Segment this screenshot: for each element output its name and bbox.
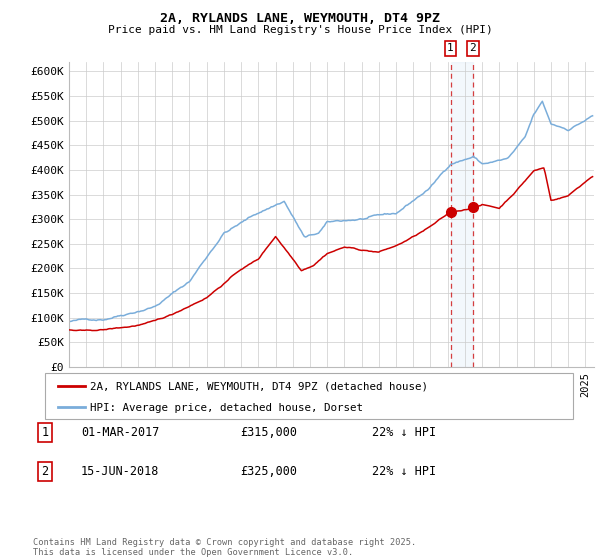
Text: 2A, RYLANDS LANE, WEYMOUTH, DT4 9PZ (detached house): 2A, RYLANDS LANE, WEYMOUTH, DT4 9PZ (det… [90,382,428,392]
Text: Price paid vs. HM Land Registry's House Price Index (HPI): Price paid vs. HM Land Registry's House … [107,25,493,35]
Text: Contains HM Land Registry data © Crown copyright and database right 2025.
This d: Contains HM Land Registry data © Crown c… [33,538,416,557]
Text: 01-MAR-2017: 01-MAR-2017 [81,426,160,439]
Text: 1: 1 [447,43,454,53]
Text: £325,000: £325,000 [240,465,297,478]
Text: 15-JUN-2018: 15-JUN-2018 [81,465,160,478]
Text: 2A, RYLANDS LANE, WEYMOUTH, DT4 9PZ: 2A, RYLANDS LANE, WEYMOUTH, DT4 9PZ [160,12,440,25]
Text: 2: 2 [469,43,476,53]
FancyBboxPatch shape [45,373,573,419]
Text: HPI: Average price, detached house, Dorset: HPI: Average price, detached house, Dors… [90,403,363,413]
Text: 1: 1 [41,426,49,439]
Text: 2: 2 [41,465,49,478]
Text: £315,000: £315,000 [240,426,297,439]
Text: 22% ↓ HPI: 22% ↓ HPI [372,426,436,439]
Bar [451,62,473,367]
Text: 22% ↓ HPI: 22% ↓ HPI [372,465,436,478]
